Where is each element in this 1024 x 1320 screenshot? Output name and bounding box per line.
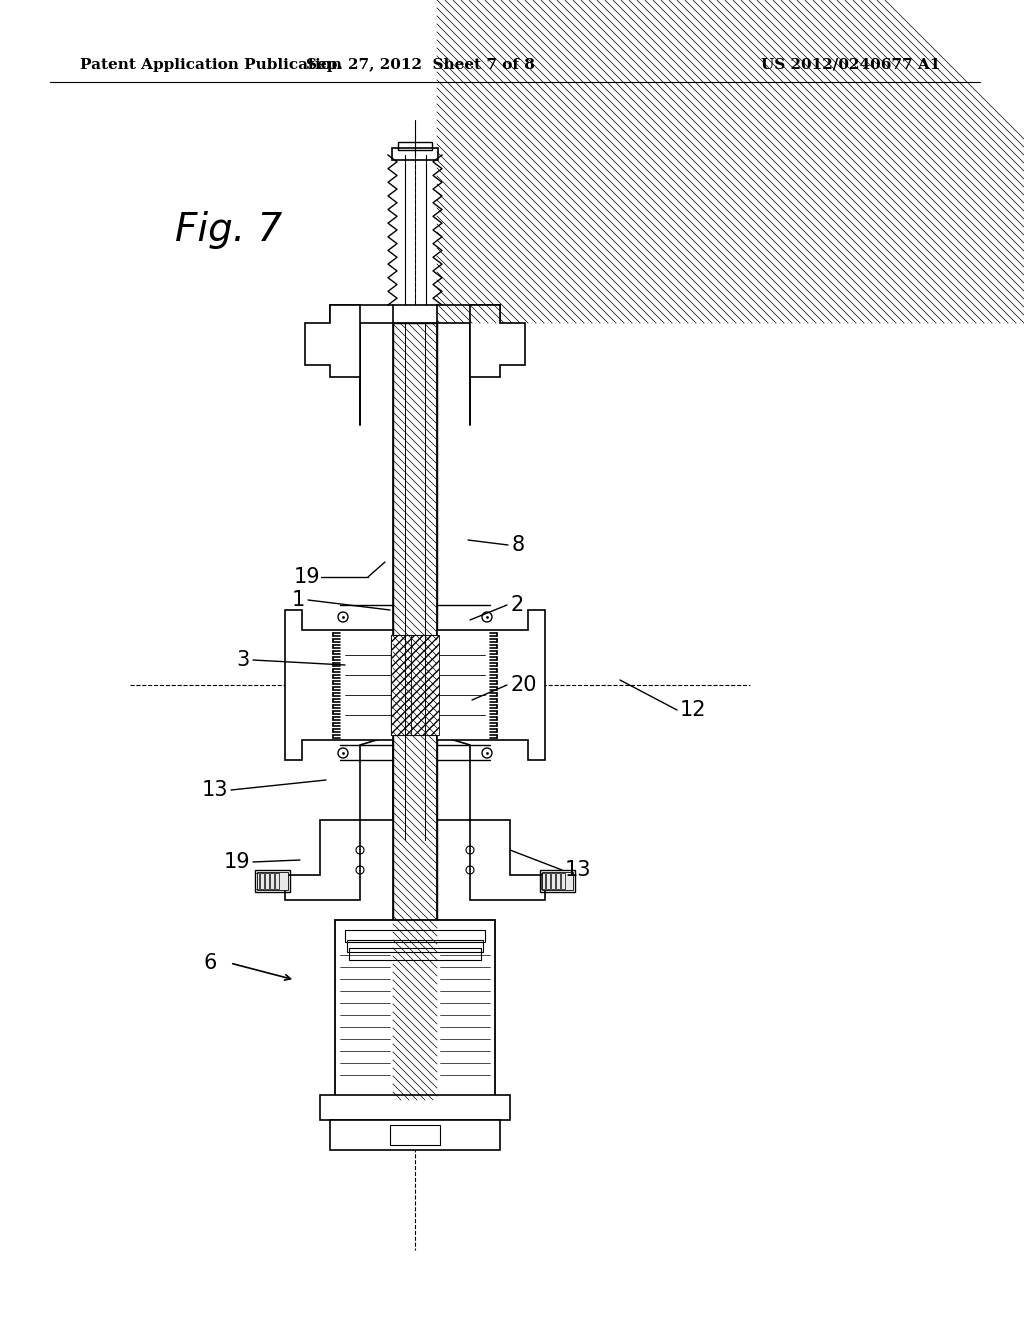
Bar — [345, 931, 485, 942]
Bar — [335, 920, 495, 1119]
Bar — [391, 635, 419, 735]
Text: 8: 8 — [512, 535, 525, 554]
Bar — [260, 873, 264, 888]
Polygon shape — [470, 305, 525, 378]
Bar — [391, 651, 443, 719]
Bar — [546, 873, 550, 888]
Text: 13: 13 — [565, 861, 592, 880]
Bar — [390, 1125, 440, 1144]
Bar — [319, 1096, 510, 1119]
Bar — [541, 873, 545, 888]
Text: 6: 6 — [204, 953, 217, 973]
Bar — [347, 940, 483, 952]
Text: 13: 13 — [202, 780, 228, 800]
Bar — [391, 643, 443, 727]
Text: 12: 12 — [680, 700, 707, 719]
Bar — [551, 873, 555, 888]
Bar — [411, 635, 439, 735]
Bar — [391, 635, 443, 735]
Polygon shape — [285, 735, 393, 900]
Text: Patent Application Publication: Patent Application Publication — [80, 58, 342, 73]
Polygon shape — [437, 610, 545, 760]
Text: US 2012/0240677 A1: US 2012/0240677 A1 — [761, 58, 940, 73]
Text: Sep. 27, 2012  Sheet 7 of 8: Sep. 27, 2012 Sheet 7 of 8 — [305, 58, 535, 73]
Bar — [257, 873, 288, 890]
Polygon shape — [437, 735, 545, 900]
Text: 19: 19 — [293, 568, 319, 587]
Bar — [349, 948, 481, 960]
Bar — [275, 873, 279, 888]
Bar — [392, 148, 438, 160]
Bar — [393, 323, 437, 425]
Text: 3: 3 — [237, 649, 250, 671]
Bar — [561, 873, 565, 888]
Bar — [270, 873, 274, 888]
Bar — [255, 870, 290, 892]
Polygon shape — [305, 305, 360, 378]
Text: 19: 19 — [223, 851, 250, 873]
Bar — [330, 305, 500, 323]
Bar — [265, 873, 269, 888]
Bar — [255, 873, 259, 888]
Bar — [542, 873, 573, 890]
Text: 2: 2 — [510, 595, 523, 615]
Bar — [556, 873, 560, 888]
Bar — [330, 1119, 500, 1150]
Bar — [540, 870, 575, 892]
Bar — [393, 323, 437, 1100]
Text: Fig. 7: Fig. 7 — [175, 211, 283, 249]
Polygon shape — [285, 610, 393, 760]
Bar — [398, 143, 432, 150]
Text: 20: 20 — [510, 675, 537, 696]
Text: 1: 1 — [292, 590, 305, 610]
